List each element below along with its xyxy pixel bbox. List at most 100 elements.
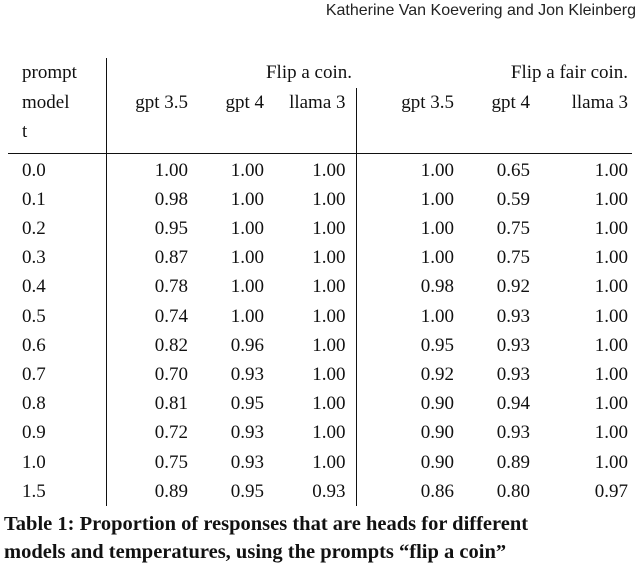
value-cell: 1.00 <box>105 153 188 185</box>
value-cell: 1.00 <box>355 213 455 244</box>
row-header-model: model <box>22 91 70 113</box>
value-cell: 1.00 <box>312 334 346 356</box>
header-row-t: t <box>8 117 633 154</box>
value-cell: 1.00 <box>355 301 455 331</box>
model-header: gpt 4 <box>225 91 264 113</box>
table-row: 1.0 0.75 0.93 1.00 0.90 0.89 1.00 <box>8 447 632 477</box>
value-cell: 1.00 <box>312 363 346 385</box>
value-cell: 0.75 <box>496 217 531 239</box>
temperature-cell: 0.9 <box>22 422 46 444</box>
value-cell: 0.93 <box>230 363 264 385</box>
row-header-prompt: prompt <box>22 62 77 83</box>
value-cell: 0.96 <box>230 334 264 356</box>
table-header: prompt Flip a coin. Flip a fair coin. mo… <box>8 58 633 154</box>
value-cell: 1.00 <box>312 451 346 473</box>
table-row: 0.7 0.70 0.93 1.00 0.92 0.93 1.00 <box>8 359 632 390</box>
value-cell: 0.65 <box>496 159 531 181</box>
model-header: llama 3 <box>571 91 629 113</box>
header-row-prompt: prompt Flip a coin. Flip a fair coin. <box>8 58 632 88</box>
value-cell: 0.95 <box>230 393 264 415</box>
model-header: gpt 4 <box>491 91 531 113</box>
value-cell: 0.94 <box>496 393 531 415</box>
value-cell: 0.82 <box>105 330 188 360</box>
table-row: 0.1 0.98 1.00 1.00 1.00 0.59 1.00 <box>8 184 632 214</box>
table-row: 0.0 1.00 1.00 1.00 1.00 0.65 1.00 <box>8 153 632 185</box>
value-cell: 1.00 <box>230 247 264 269</box>
value-cell: 0.97 <box>594 480 629 502</box>
temperature-cell: 0.3 <box>22 247 46 269</box>
value-cell: 0.93 <box>496 422 531 444</box>
table-row: 0.2 0.95 1.00 1.00 1.00 0.75 1.00 <box>8 213 632 244</box>
value-cell: 1.00 <box>594 247 629 269</box>
running-head: Katherine Van Koevering and Jon Kleinber… <box>325 2 636 19</box>
value-cell: 0.81 <box>105 389 188 419</box>
temperature-cell: 0.7 <box>22 363 46 385</box>
value-cell: 1.00 <box>312 217 346 239</box>
value-cell: 0.93 <box>230 451 264 473</box>
value-cell: 0.89 <box>105 476 188 506</box>
value-cell: 1.00 <box>312 247 346 269</box>
value-cell: 1.00 <box>312 393 346 415</box>
table-row: 0.4 0.78 1.00 1.00 0.98 0.92 1.00 <box>8 272 632 302</box>
table-row: 0.6 0.82 0.96 1.00 0.95 0.93 1.00 <box>8 330 632 360</box>
value-cell: 1.00 <box>594 305 629 327</box>
value-cell: 0.70 <box>105 359 188 390</box>
table-row: 0.9 0.72 0.93 1.00 0.90 0.93 1.00 <box>8 418 632 448</box>
value-cell: 1.00 <box>594 334 629 356</box>
value-cell: 0.93 <box>496 363 531 385</box>
value-cell: 1.00 <box>312 276 346 298</box>
value-cell: 0.75 <box>105 447 188 477</box>
table-row: 0.3 0.87 1.00 1.00 1.00 0.75 1.00 <box>8 243 632 273</box>
value-cell: 1.00 <box>594 451 629 473</box>
temperature-cell: 1.5 <box>22 480 46 502</box>
value-cell: 0.95 <box>105 213 188 244</box>
value-cell: 0.98 <box>105 184 188 214</box>
value-cell: 1.00 <box>594 188 629 210</box>
value-cell: 0.90 <box>355 447 455 477</box>
caption-line-2: models and temperatures, using the promp… <box>4 541 507 563</box>
model-header: llama 3 <box>289 91 346 113</box>
value-cell: 0.72 <box>105 418 188 448</box>
value-cell: 1.00 <box>312 188 346 210</box>
value-cell: 0.87 <box>105 243 188 273</box>
value-cell: 1.00 <box>355 184 455 214</box>
value-cell: 0.93 <box>496 305 531 327</box>
value-cell: 0.93 <box>312 480 346 502</box>
temperature-cell: 0.4 <box>22 276 46 298</box>
value-cell: 1.00 <box>355 243 455 273</box>
value-cell: 1.00 <box>312 159 346 181</box>
table-row: 0.5 0.74 1.00 1.00 1.00 0.93 1.00 <box>8 301 632 331</box>
prompt-group-flip-a-coin: Flip a coin. <box>105 58 357 88</box>
value-cell: 1.00 <box>594 422 629 444</box>
temperature-cell: 0.2 <box>22 217 46 239</box>
value-cell: 1.00 <box>594 363 629 385</box>
value-cell: 0.80 <box>496 480 531 502</box>
value-cell: 0.59 <box>496 188 531 210</box>
value-cell: 1.00 <box>230 188 264 210</box>
temperature-cell: 1.0 <box>22 451 46 473</box>
table-row: 1.5 0.89 0.95 0.93 0.86 0.80 0.97 <box>8 476 632 506</box>
value-cell: 0.86 <box>355 476 455 506</box>
value-cell: 0.93 <box>230 422 264 444</box>
value-cell: 0.90 <box>355 389 455 419</box>
value-cell: 1.00 <box>230 159 264 181</box>
temperature-cell: 0.1 <box>22 188 46 210</box>
value-cell: 1.00 <box>594 159 629 181</box>
value-cell: 0.90 <box>355 418 455 448</box>
value-cell: 0.95 <box>355 330 455 360</box>
value-cell: 0.93 <box>496 334 531 356</box>
prompt-group-flip-a-fair-coin: Flip a fair coin. <box>510 62 629 83</box>
model-header: gpt 3.5 <box>355 87 455 117</box>
value-cell: 0.74 <box>105 301 188 331</box>
value-cell: 0.92 <box>355 359 455 390</box>
value-cell: 0.75 <box>496 247 531 269</box>
value-cell: 0.95 <box>230 480 264 502</box>
value-cell: 1.00 <box>230 217 264 239</box>
value-cell: 0.92 <box>496 276 531 298</box>
model-header: gpt 3.5 <box>105 87 188 117</box>
value-cell: 1.00 <box>312 422 346 444</box>
value-cell: 0.78 <box>105 272 188 302</box>
value-cell: 1.00 <box>355 153 455 185</box>
caption-line-1: Table 1: Proportion of responses that ar… <box>4 513 529 535</box>
value-cell: 1.00 <box>594 276 629 298</box>
